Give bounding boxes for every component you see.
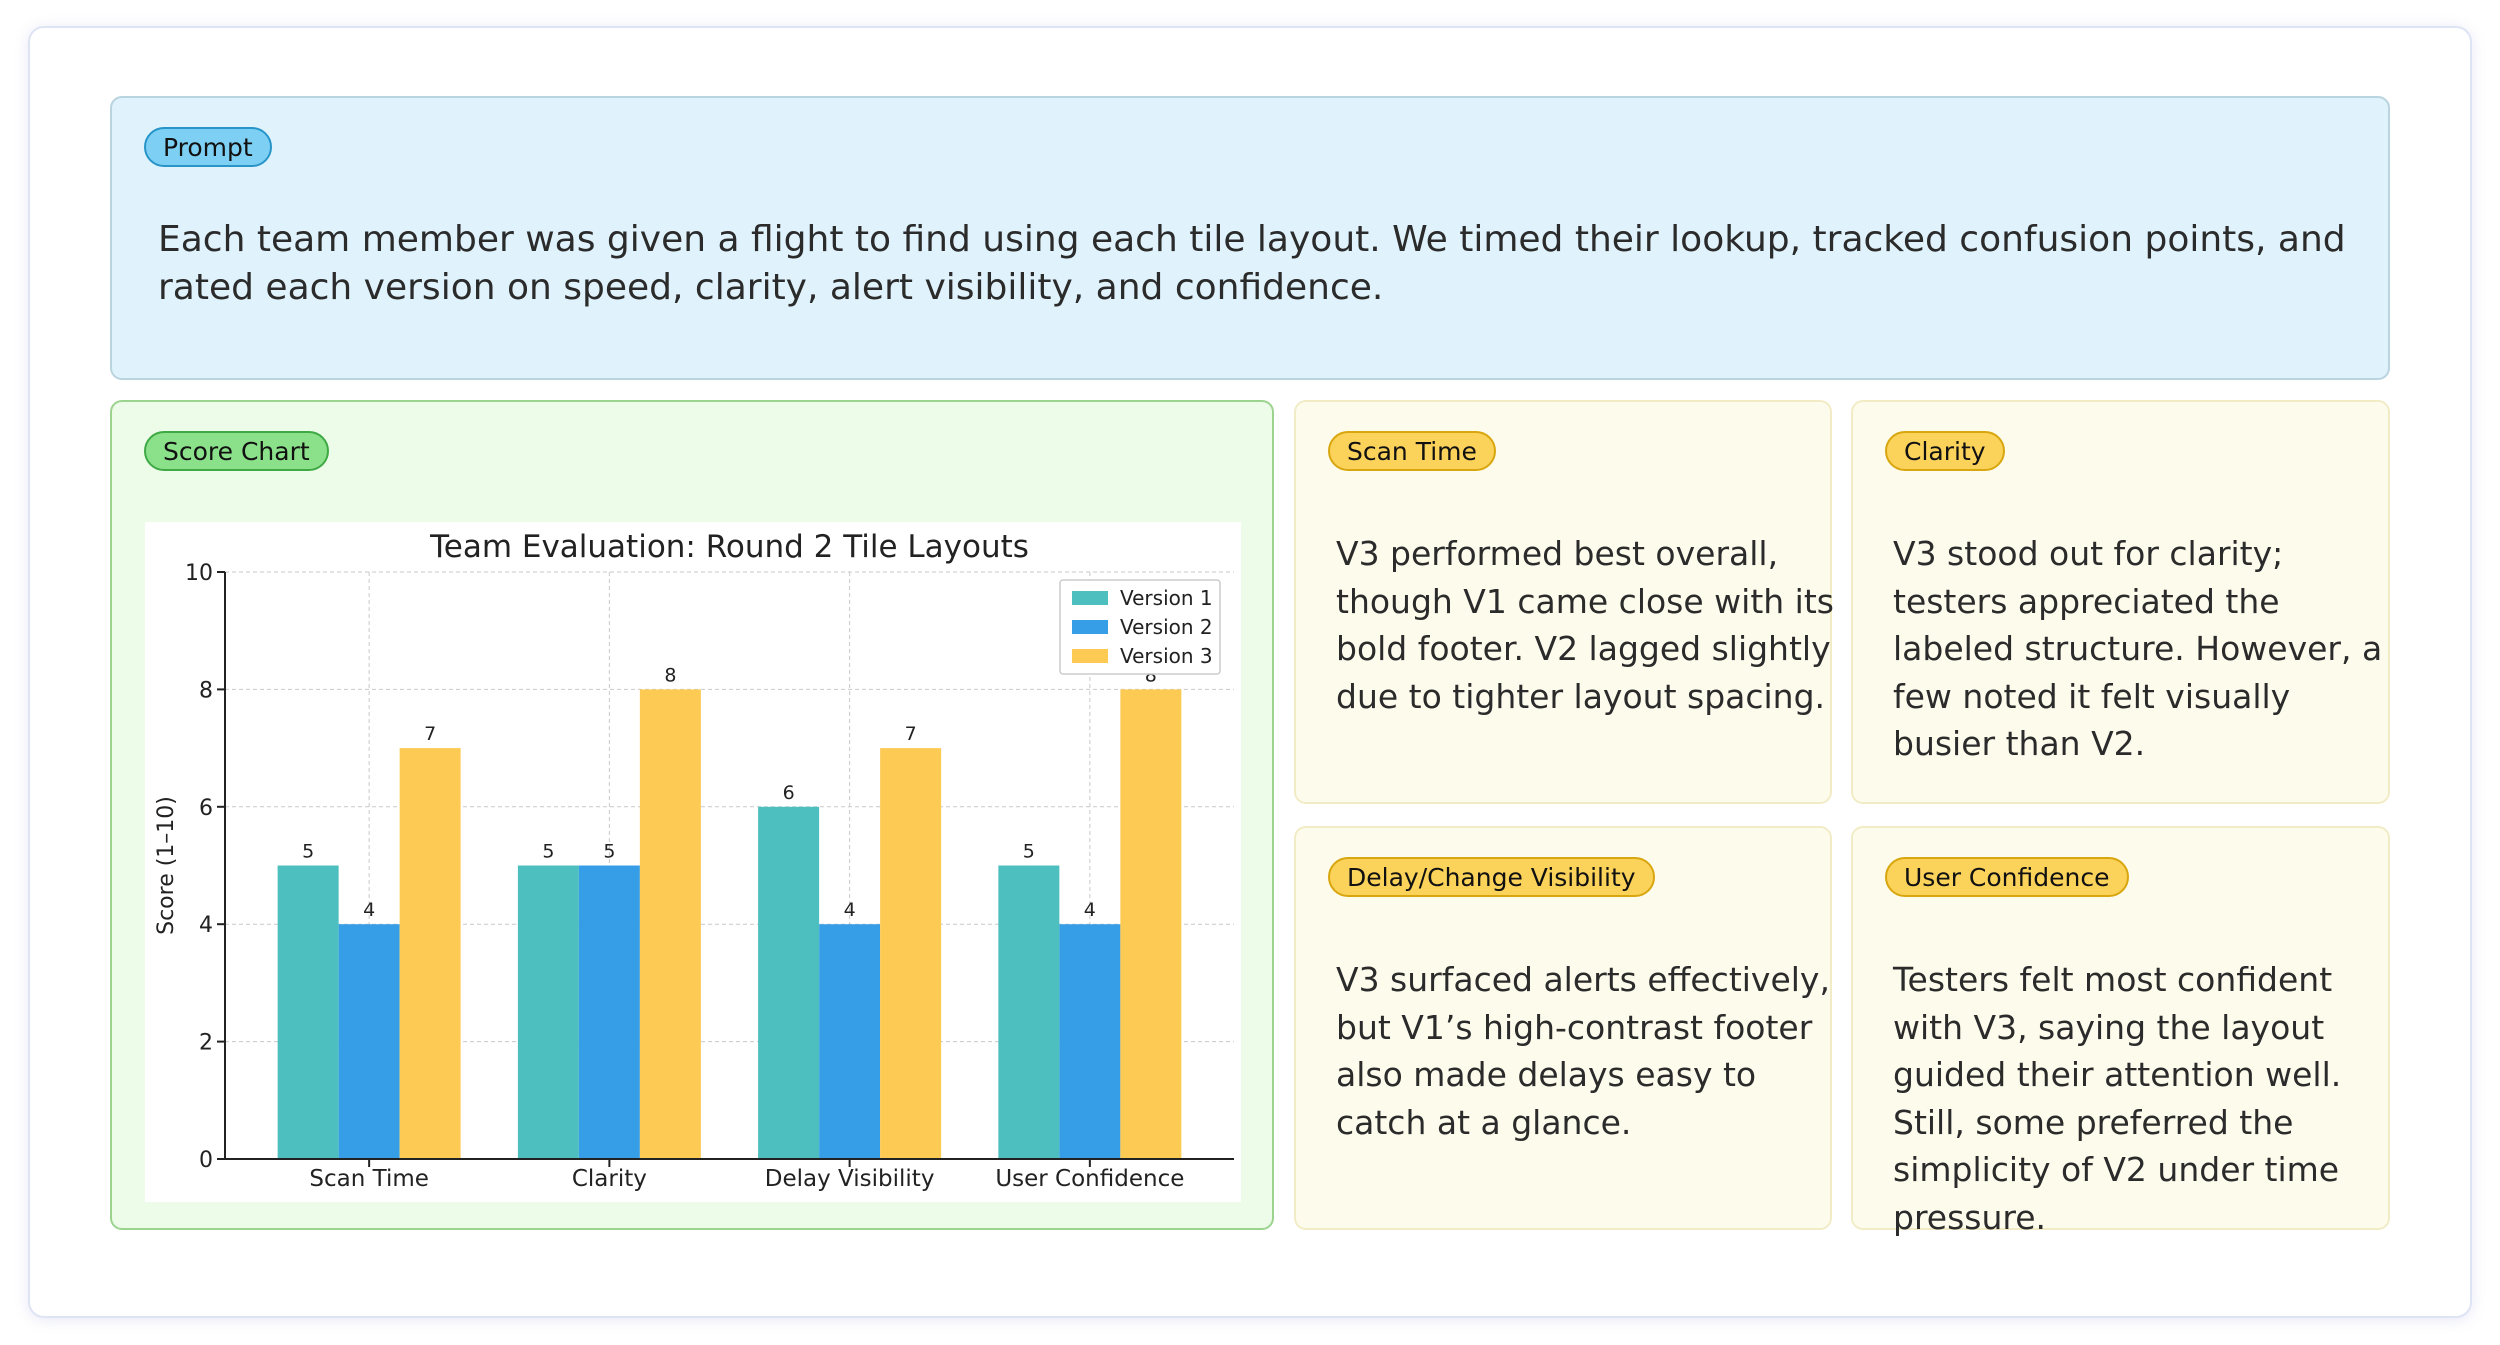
y-tick-label: 0 xyxy=(199,1148,213,1173)
data-label: 5 xyxy=(302,841,314,863)
bar xyxy=(1059,924,1121,1159)
y-tick-label: 4 xyxy=(199,913,213,938)
y-tick-label: 10 xyxy=(185,561,213,586)
bar xyxy=(819,924,881,1159)
bar xyxy=(338,924,400,1159)
legend-label: Version 2 xyxy=(1120,615,1213,639)
bar xyxy=(578,865,640,1159)
bar xyxy=(399,748,461,1159)
note-card-delay-visibility: Delay/Change Visibility V3 surfaced aler… xyxy=(1294,826,1832,1230)
x-tick-label: Scan Time xyxy=(309,1166,429,1192)
data-label: 5 xyxy=(542,841,554,863)
note-badge-delay-visibility: Delay/Change Visibility xyxy=(1328,857,1655,897)
note-badge-user-confidence: User Confidence xyxy=(1885,857,2129,897)
bar xyxy=(1120,689,1182,1159)
x-tick-label: Delay Visibility xyxy=(765,1166,935,1192)
bar xyxy=(639,689,701,1159)
bar xyxy=(880,748,942,1159)
score-chart-card: Score Chart 5 5 6 5 4 5 4 4 7 8 7 8 0 2 4 6 8 10 Scan Time… xyxy=(110,400,1274,1230)
note-card-clarity: Clarity V3 stood out for clarity; tester… xyxy=(1851,400,2390,804)
y-tick-label: 2 xyxy=(199,1031,213,1056)
score-chart-badge: Score Chart xyxy=(144,431,329,471)
legend-label: Version 3 xyxy=(1120,644,1213,668)
legend-swatch xyxy=(1072,620,1108,634)
note-text-delay-visibility: V3 surfaced alerts effectively, but V1’s… xyxy=(1336,960,1830,1142)
bar xyxy=(758,806,820,1159)
note-badge-scan-time: Scan Time xyxy=(1328,431,1496,471)
data-label: 6 xyxy=(783,782,795,804)
data-label: 4 xyxy=(1084,899,1096,921)
y-tick-label: 8 xyxy=(199,678,213,703)
data-label: 5 xyxy=(603,841,615,863)
chart-area: 5 5 6 5 4 5 4 4 7 8 7 8 0 2 4 6 8 10 Scan Time Clarity Delay… xyxy=(145,522,1241,1202)
y-axis-label: Score (1–10) xyxy=(154,796,179,935)
legend-swatch xyxy=(1072,649,1108,663)
note-badge-clarity: Clarity xyxy=(1885,431,2005,471)
data-label: 5 xyxy=(1023,841,1035,863)
note-card-user-confidence: User Confidence Testers felt most confid… xyxy=(1851,826,2390,1237)
prompt-card: Prompt Each team member was given a flig… xyxy=(110,96,2390,380)
chart-title: Team Evaluation: Round 2 Tile Layouts xyxy=(429,529,1029,565)
note-text-clarity: V3 stood out for clarity; testers apprec… xyxy=(1893,534,2383,763)
data-label: 7 xyxy=(905,723,917,745)
legend-label: Version 1 xyxy=(1120,586,1213,610)
data-label: 8 xyxy=(664,664,676,686)
data-label: 4 xyxy=(363,899,375,921)
note-card-scan-time: Scan Time V3 performed best overall, tho… xyxy=(1294,400,1834,804)
bar xyxy=(277,865,339,1159)
x-tick-label: User Confidence xyxy=(995,1166,1184,1192)
note-text-user-confidence: Testers felt most confident with V3, say… xyxy=(1893,960,2342,1237)
data-label: 4 xyxy=(844,899,856,921)
prompt-badge: Prompt xyxy=(144,127,272,167)
legend-swatch xyxy=(1072,591,1108,605)
x-tick-label: Clarity xyxy=(572,1166,647,1192)
y-tick-label: 6 xyxy=(199,796,213,821)
note-text-scan-time: V3 performed best overall, though V1 cam… xyxy=(1336,534,1834,716)
bar xyxy=(517,865,579,1159)
bar xyxy=(998,865,1060,1159)
data-label: 7 xyxy=(424,723,436,745)
prompt-text: Each team member was given a flight to f… xyxy=(158,219,2346,308)
